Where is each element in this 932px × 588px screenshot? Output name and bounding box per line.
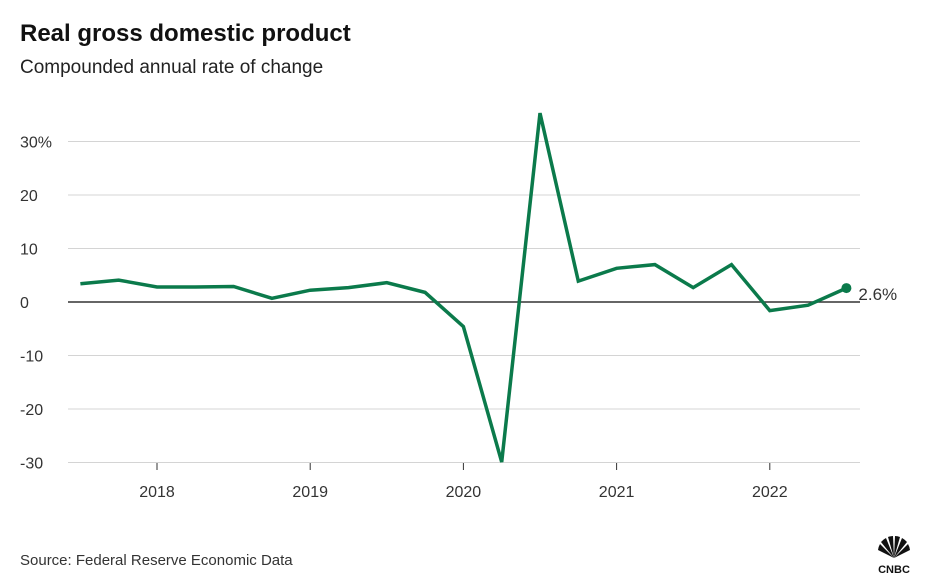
- y-tick-label: 30%: [20, 135, 52, 152]
- x-tick-label: 2021: [599, 484, 635, 501]
- chart-subtitle: Compounded annual rate of change: [20, 57, 324, 78]
- y-tick-label: 0: [20, 295, 29, 312]
- last-value-dot: [841, 283, 852, 294]
- y-tick-label: 10: [20, 242, 38, 259]
- y-tick-label: 20: [20, 188, 38, 205]
- x-tick-label: 2020: [446, 484, 482, 501]
- x-tick-label: 2019: [292, 484, 328, 501]
- x-tick-label: 2018: [139, 484, 175, 501]
- annotations: 2.6%: [841, 283, 897, 304]
- chart-title: Real gross domestic product: [20, 20, 351, 47]
- gridlines: [68, 141, 860, 463]
- last-value-label: 2.6%: [858, 285, 897, 304]
- x-axis-ticks: 2018 2019 2020 2021 2022: [139, 463, 788, 501]
- cnbc-logo: CNBC: [866, 532, 922, 581]
- series-line: [80, 112, 848, 463]
- y-tick-label: -20: [20, 402, 43, 419]
- source-note: Source: Federal Reserve Economic Data: [20, 552, 293, 569]
- y-tick-label: -10: [20, 349, 43, 366]
- svg-text:CNBC: CNBC: [878, 564, 910, 576]
- y-tick-label: -30: [20, 456, 43, 473]
- y-axis-ticks: 30% 20 10 0 -10 -20 -30: [20, 135, 52, 473]
- series-real-gdp: [80, 112, 848, 463]
- x-tick-label: 2022: [752, 484, 788, 501]
